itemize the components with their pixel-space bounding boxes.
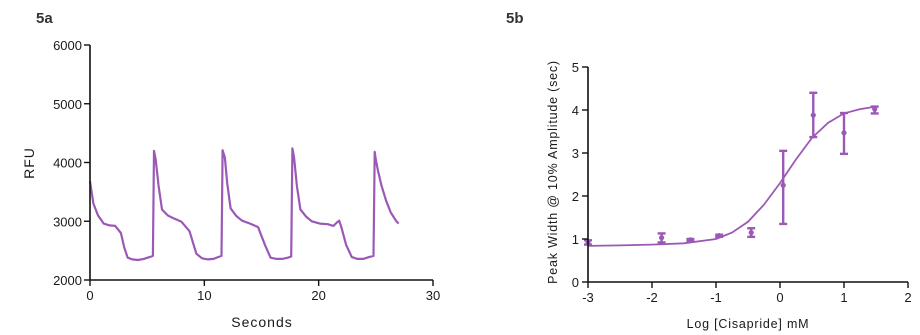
chart-b-data-point [780,182,786,188]
chart-a-x-tick-label: 10 [197,288,211,303]
chart-b-data-point [872,106,878,112]
chart-b-x-axis-title: Log [Cisapride] mM [687,317,810,331]
chart-b-x-tick-label: 1 [840,290,847,305]
chart-b-x-tick-label: -1 [710,290,722,305]
chart-a: 5a 0 10 20 30 2000 3000 4000 5000 6000 Seconds R… [21,10,440,330]
chart-b-data-point [716,232,722,239]
chart-b-data-point [687,237,694,243]
chart-b-ticks: -3 -2 -1 0 1 2 0 1 2 3 4 5 [572,60,912,305]
chart-a-x-tick-label: 0 [86,288,93,303]
chart-a-y-tick-label: 6000 [53,38,82,53]
chart-a-y-tick-label: 5000 [53,97,82,112]
chart-b-y-tick-label: 0 [572,275,579,290]
chart-b-y-axis-title: Peak Width @ 10% Amplitude (sec) [546,60,560,284]
chart-b-fit-curve [587,105,877,247]
chart-b-x-tick-label: -2 [646,290,658,305]
chart-a-x-axis-title: Seconds [231,314,292,330]
chart-a-y-tick-label: 2000 [53,273,82,288]
chart-a-x-tick-label: 20 [311,288,325,303]
chart-b-y-tick-label: 5 [572,60,579,75]
chart-b-x-tick-label: 0 [776,290,783,305]
chart-b-y-tick-label: 3 [572,146,579,161]
chart-b-y-tick-label: 2 [572,189,579,204]
chart-a-series-line [88,147,400,262]
chart-b-x-tick-label: -3 [582,290,594,305]
chart-b-data-point [748,229,754,236]
chart-b-data-point [659,235,665,241]
chart-a-x-tick-label: 30 [426,288,440,303]
panel-label-a: 5a [36,10,53,27]
chart-b: 5b -3 -2 -1 0 1 2 0 1 2 3 4 5 Log [Cisapride] mM Pe… [506,10,912,331]
chart-b-data-point [810,112,816,118]
chart-b-x-tick-label: 2 [904,290,911,305]
chart-a-y-axis-title: RFU [21,147,37,179]
chart-b-y-tick-label: 4 [572,103,579,118]
chart-a-y-tick-label: 3000 [53,214,82,229]
chart-a-series [88,147,400,262]
chart-b-data-point [841,130,847,136]
chart-a-y-tick-label: 4000 [53,156,82,171]
chart-a-ticks: 0 10 20 30 2000 3000 4000 5000 6000 [53,38,440,303]
chart-b-y-tick-label: 1 [572,232,579,247]
panel-label-b: 5b [506,10,524,27]
chart-b-points [584,91,879,246]
